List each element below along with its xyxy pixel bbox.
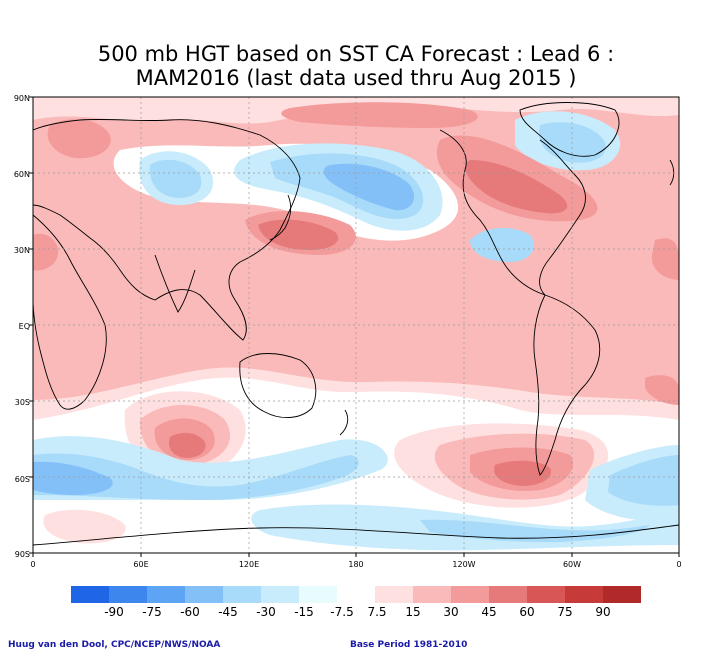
colorbar-label-p45: 45 [481, 605, 497, 619]
coastlines [33, 102, 679, 546]
colorbar-swatch [375, 586, 413, 603]
contour-pos-canada-2 [465, 160, 568, 214]
lat-label-30s: 30S [14, 398, 30, 407]
coast-south-america [533, 294, 601, 476]
contour-neg-sh-east-2 [608, 455, 679, 506]
axis-ticks [29, 96, 680, 557]
footer-base-period: Base Period 1981-2010 [350, 640, 468, 650]
coast-greenland [519, 102, 620, 157]
contour-pos-arctic [281, 102, 478, 128]
lat-label-90n: 90N [13, 94, 30, 103]
coast-australia [239, 353, 317, 418]
colorbar-label-n30: -30 [256, 605, 276, 619]
contour-pos-atlantic-w [33, 233, 59, 271]
colorbar-swatch [527, 586, 565, 603]
colorbar-swatch [451, 586, 489, 603]
colorbar-label-p90: 90 [595, 605, 611, 619]
contour-pos-antarctic [43, 509, 126, 544]
coast-eurasia [33, 118, 301, 341]
colorbar-swatch [147, 586, 185, 603]
coast-africa [33, 214, 107, 410]
contour-pos-sh-pac-4 [494, 460, 551, 486]
colorbar-swatch [261, 586, 299, 603]
colorbar-label-p30: 30 [443, 605, 459, 619]
colorbar-label-p60: 60 [519, 605, 535, 619]
coast-nz [339, 409, 349, 436]
lon-label-180: 180 [348, 560, 364, 569]
colorbar-swatch [489, 586, 527, 603]
contour-pos-sh-indian-4 [168, 432, 206, 458]
colorbar-label-n45: -45 [218, 605, 238, 619]
colorbar-swatch [413, 586, 451, 603]
lon-label-60e: 60E [133, 560, 149, 569]
colorbar-label-n7-5: -7.5 [330, 605, 354, 619]
footer-credit: Huug van den Dool, CPC/NCEP/NWS/NOAA [8, 640, 221, 650]
colorbar-swatch [223, 586, 261, 603]
colorbar-label-n90: -90 [104, 605, 124, 619]
colorbar-swatch [337, 586, 375, 603]
colorbar-label-p75: 75 [557, 605, 573, 619]
coast-india [154, 254, 196, 313]
lat-label-60n: 60N [13, 170, 30, 179]
coast-japan [269, 194, 292, 241]
contour-neg-greenland-2 [539, 122, 606, 163]
coast-antarctica [33, 524, 679, 546]
lat-label-eq: EQ [18, 322, 30, 331]
contour-neg-siberia-2 [149, 159, 202, 198]
colorbar-label-p15: 15 [405, 605, 421, 619]
colorbar [71, 586, 641, 603]
contour-pos-nwpac-2 [258, 219, 339, 250]
contour-neg-seus [470, 228, 534, 262]
map-title-line1: 500 mb HGT based on SST CA Forecast : Le… [97, 42, 615, 66]
contour-pos-atlantic-e [651, 238, 679, 280]
colorbar-label-n15: -15 [294, 605, 314, 619]
map-title-line2: MAM2016 (last data used thru Aug 2015 ) [135, 66, 577, 90]
lon-label-0-east: 0 [676, 560, 682, 569]
lon-label-120w: 120W [452, 560, 476, 569]
lat-label-60s: 60S [14, 475, 30, 484]
colorbar-swatch [109, 586, 147, 603]
contour-pos-sh-eastcorner [645, 375, 679, 405]
contour-neg-sh-atl-2 [33, 453, 359, 500]
contour-neg-npac-3 [323, 163, 415, 211]
contour-neg-sh-atl-3 [33, 461, 113, 495]
lon-label-60w: 60W [562, 560, 582, 569]
colorbar-label-p7-5: 7.5 [367, 605, 387, 619]
graticule [33, 97, 679, 553]
contour-pos-urals [47, 119, 111, 159]
colorbar-label-n75: -75 [142, 605, 162, 619]
colorbar-swatch [185, 586, 223, 603]
lon-label-0: 0 [30, 560, 36, 569]
colorbar-swatch [565, 586, 603, 603]
contour-neg-sh-south-2 [420, 519, 650, 543]
lon-label-120e: 120E [238, 560, 260, 569]
colorbar-swatch [299, 586, 337, 603]
lat-label-30n: 30N [13, 246, 30, 255]
colorbar-swatch [71, 586, 109, 603]
colorbar-swatch [603, 586, 641, 603]
colorbar-label-n60: -60 [180, 605, 200, 619]
lat-label-90s: 90S [14, 550, 30, 559]
